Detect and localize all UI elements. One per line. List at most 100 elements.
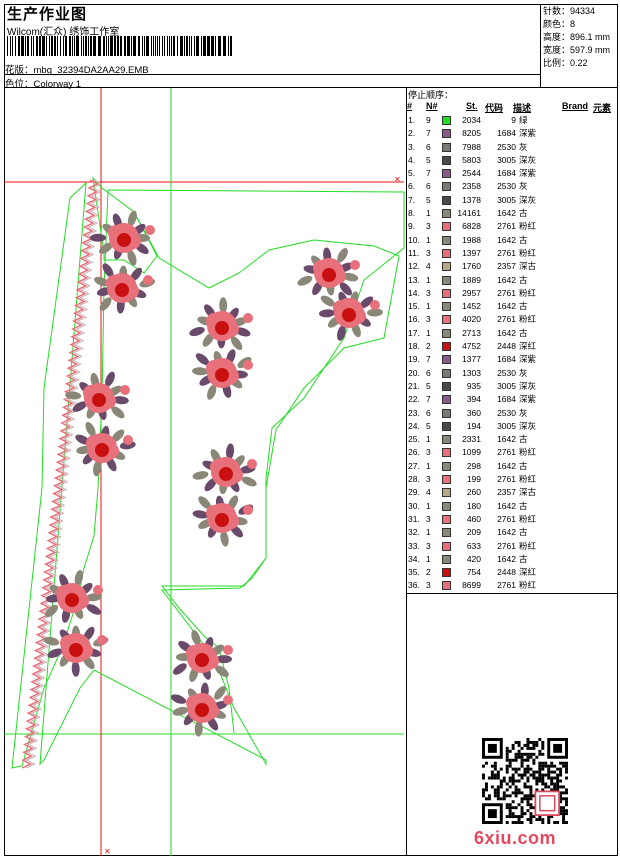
qr-module [565, 809, 568, 813]
qr-module [493, 791, 497, 795]
row-needle: 5 [426, 380, 431, 391]
row-description: 古 [519, 500, 528, 511]
qr-module [514, 794, 518, 798]
qr-module [499, 785, 503, 789]
flower-center [117, 233, 131, 247]
row-stitches: 2358 [462, 181, 481, 192]
row-color-swatch [442, 302, 451, 312]
qr-logo [534, 790, 560, 816]
row-index: 32. [408, 527, 420, 538]
zigzag-stitch-shadow [25, 179, 103, 769]
row-stitches: 1099 [462, 447, 481, 458]
leaf [192, 367, 209, 376]
barcode-bar [18, 36, 20, 56]
flower-center [195, 703, 209, 717]
qr-module [526, 740, 530, 744]
qr-module [535, 740, 539, 744]
stop-sequence-row: 25. 1 2331 1642 古 [407, 433, 617, 446]
barcode-bar [223, 36, 226, 56]
qr-module [517, 803, 521, 807]
barcode-bar [15, 36, 16, 56]
barcode-bar [10, 36, 11, 56]
qr-module [556, 773, 560, 777]
stop-sequence-row: 26. 3 1099 2761 粉红 [407, 446, 617, 459]
qr-module [511, 767, 515, 771]
panel-bottom-divider [406, 593, 618, 594]
barcode-bar [36, 36, 38, 56]
qr-module [508, 758, 512, 762]
row-stitches: 14161 [457, 208, 481, 219]
leaf [191, 630, 201, 646]
qr-module [514, 815, 518, 819]
qr-module [538, 776, 542, 780]
row-stitches: 260 [466, 487, 481, 498]
row-code: 2357 [497, 487, 516, 498]
barcode-bar [207, 36, 210, 56]
stop-sequence-row: 8. 1 14161 1642 古 [407, 207, 617, 220]
row-code: 2761 [497, 447, 516, 458]
row-description: 古 [519, 527, 528, 538]
qr-module [529, 794, 533, 798]
row-stitches: 4020 [462, 314, 481, 325]
qr-module [493, 788, 497, 792]
qr-module [562, 761, 566, 765]
leaf [215, 655, 232, 664]
bud [243, 505, 253, 515]
stop-sequence-row: 7. 5 1378 3005 深灰 [407, 194, 617, 207]
qr-module [559, 812, 563, 816]
qr-module [493, 761, 497, 765]
row-code: 2530 [497, 141, 516, 152]
embroidery-design: ✕ ✕ [4, 88, 405, 856]
row-code: 2448 [497, 567, 516, 578]
barcode-bar [186, 36, 188, 56]
row-description: 古 [519, 434, 528, 445]
qr-module [550, 788, 554, 792]
row-description: 灰 [519, 407, 528, 418]
qr-module [538, 770, 542, 774]
barcode-bar [76, 36, 79, 56]
qr-module [505, 806, 509, 810]
row-index: 25. [408, 434, 420, 445]
qr-finder-core [487, 743, 497, 753]
qr-module [499, 797, 503, 801]
qr-module [482, 764, 485, 768]
leaf [71, 660, 80, 677]
qr-module [526, 803, 530, 807]
row-index: 15. [408, 301, 420, 312]
row-description: 粉红 [519, 447, 537, 458]
row-description: 古 [519, 327, 528, 338]
stop-sequence-row: 19. 7 1377 1684 深紫 [407, 353, 617, 366]
qr-module [514, 740, 518, 744]
row-description: 深古 [519, 487, 537, 498]
qr-module [544, 764, 548, 768]
barcode-bar [25, 36, 26, 56]
stop-sequence-title: 停止顺序： [408, 90, 454, 100]
header-divider-1 [4, 74, 541, 75]
row-color-swatch [442, 528, 451, 538]
row-index: 9. [408, 221, 416, 232]
row-stitches: 1889 [462, 274, 481, 285]
row-stitches: 420 [466, 553, 481, 564]
flower-motif [94, 263, 155, 314]
row-needle: 3 [426, 580, 431, 591]
row-color-swatch [442, 129, 451, 139]
qr-module [532, 743, 536, 747]
row-description: 粉红 [519, 247, 537, 258]
row-color-swatch [442, 315, 451, 325]
row-index: 24. [408, 420, 420, 431]
qr-module [556, 776, 560, 780]
row-code: 3005 [497, 154, 516, 165]
qr-module [499, 782, 503, 786]
qr-module [529, 812, 533, 816]
row-stitches: 1397 [462, 247, 481, 258]
stat-colors: 颜色：8 [543, 19, 576, 29]
qr-module [514, 821, 518, 824]
flower-motif [189, 297, 253, 351]
row-stitches: 935 [466, 380, 481, 391]
bud [143, 275, 153, 285]
row-needle: 7 [426, 168, 431, 179]
qr-module [511, 782, 515, 786]
row-index: 22. [408, 394, 420, 405]
row-color-swatch [442, 155, 451, 165]
qr-module [559, 806, 563, 810]
